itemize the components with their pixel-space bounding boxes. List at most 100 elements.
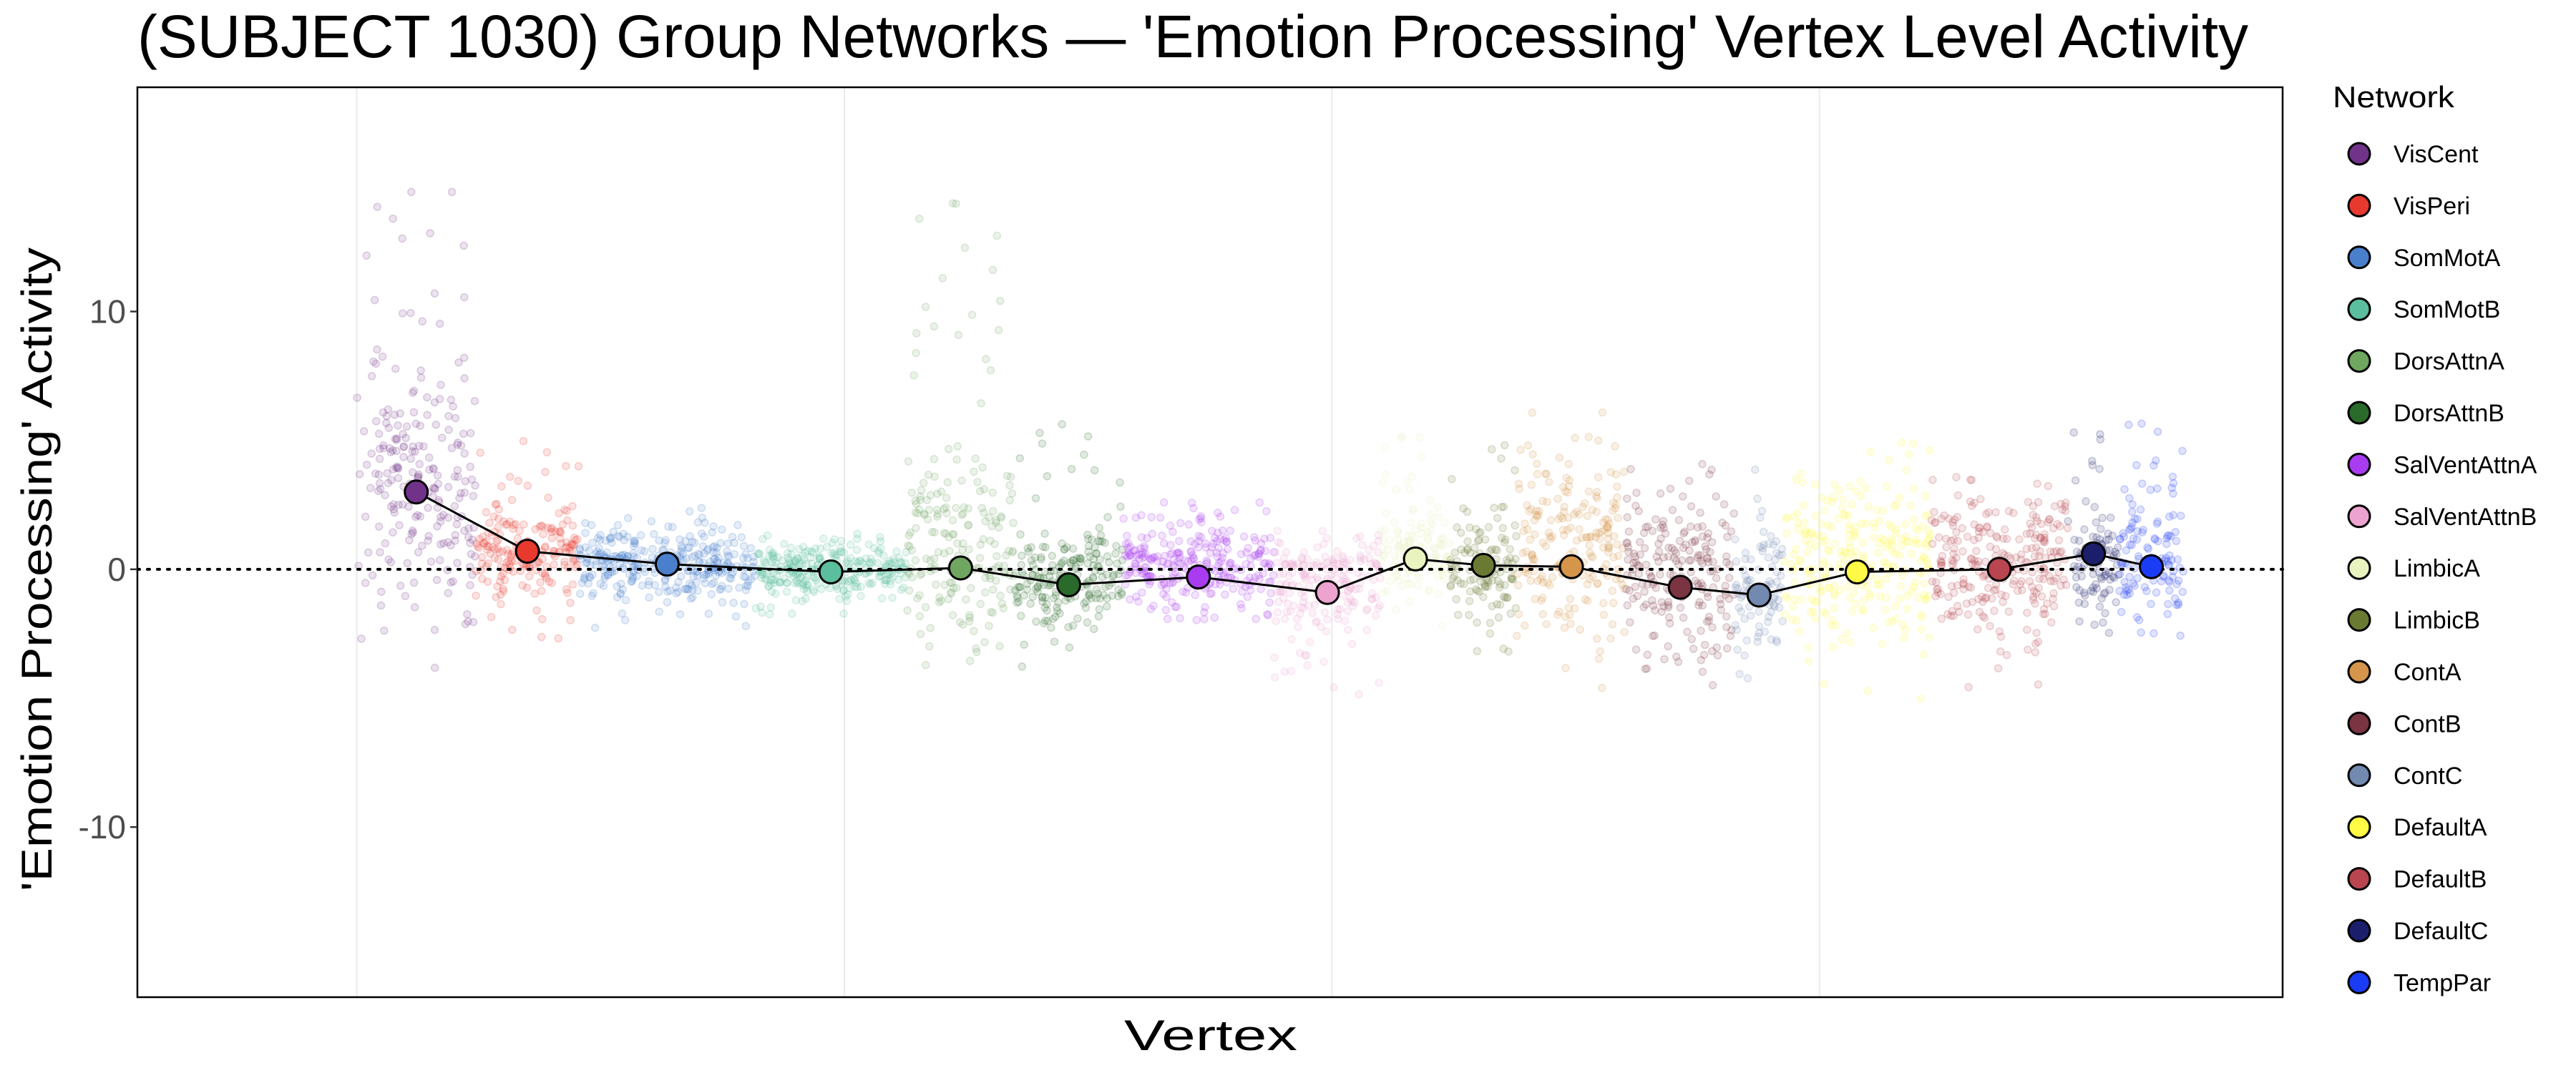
data-point [1949,557,1958,566]
data-point [1250,533,1259,542]
data-point [709,561,718,569]
data-point [1526,504,1536,514]
data-point [986,366,995,375]
data-point [2031,648,2039,657]
data-point [960,243,970,253]
data-point [1438,542,1447,551]
data-point [1756,513,1765,522]
data-point [725,574,734,582]
data-point [1114,592,1123,601]
data-point [1448,574,1458,583]
data-point [2171,527,2180,536]
data-point [1390,551,1399,560]
data-point [1966,554,1976,563]
data-point [1191,539,1199,549]
data-point [688,593,697,602]
data-point [545,577,554,587]
data-point [801,576,810,585]
data-point [1898,620,1908,629]
data-point [648,544,657,554]
data-point [942,494,951,502]
data-point [1134,597,1143,606]
data-point [843,556,852,565]
data-point [1811,542,1820,551]
data-point [2047,618,2056,627]
data-point [967,310,977,319]
data-point [1077,554,1085,564]
data-point [640,547,649,556]
data-point [1596,527,1606,536]
data-point [1604,529,1613,537]
data-point [1073,614,1082,623]
data-point [1804,657,1813,666]
data-point [2174,598,2182,607]
data-point [1009,519,1018,527]
data-point [684,585,693,594]
data-point [1254,549,1263,558]
data-point [1604,534,1613,543]
data-point [1201,539,1210,548]
data-point [919,479,928,487]
data-point [1758,544,1767,553]
data-point [1921,539,1930,548]
data-point [1820,607,1828,617]
data-point [1194,531,1203,540]
data-point [1338,552,1347,560]
data-point [454,472,462,481]
data-point [461,476,470,486]
data-point [1656,570,1664,579]
data-point [959,509,967,518]
data-point [1660,655,1669,664]
data-point [678,544,686,552]
data-point [1465,611,1473,619]
data-point [1895,551,1904,559]
data-point [2162,539,2171,549]
data-point [1577,534,1586,542]
data-point [1407,579,1416,589]
data-point [853,529,862,539]
data-point [398,234,406,243]
data-point [819,534,828,543]
data-point [1194,543,1203,552]
data-point [1581,595,1590,604]
data-point [637,531,645,540]
data-point [761,558,769,567]
data-point [964,521,973,529]
data-point [2106,513,2115,522]
data-point [1058,558,1066,567]
data-point [609,527,618,536]
data-point [937,487,946,496]
data-point [2033,479,2041,488]
data-point [2041,609,2049,619]
data-point [1096,537,1104,546]
data-point [1821,536,1830,545]
data-point [2034,584,2043,592]
data-point [704,609,713,618]
data-point [2077,572,2086,581]
data-point [2095,602,2104,611]
data-point [1702,617,1712,626]
data-point [1821,569,1830,578]
data-point [1555,454,1564,462]
data-point [2030,552,2039,561]
data-point [1322,627,1331,636]
data-point [1118,545,1127,554]
data-point [1415,433,1424,442]
data-point [2036,547,2044,556]
data-point [2039,574,2048,584]
data-point [741,549,750,559]
data-point [1497,454,1506,463]
gridlines [356,87,1820,997]
data-point [992,518,1000,527]
data-point [1075,554,1084,562]
data-point [1262,506,1271,516]
data-point [1402,574,1410,583]
data-point [2087,586,2096,595]
data-point [2002,534,2011,544]
data-point [1579,503,1587,511]
data-point [562,461,570,471]
data-point [1245,573,1254,582]
data-point [1143,534,1151,542]
data-point [1024,547,1033,556]
data-point [389,500,398,509]
